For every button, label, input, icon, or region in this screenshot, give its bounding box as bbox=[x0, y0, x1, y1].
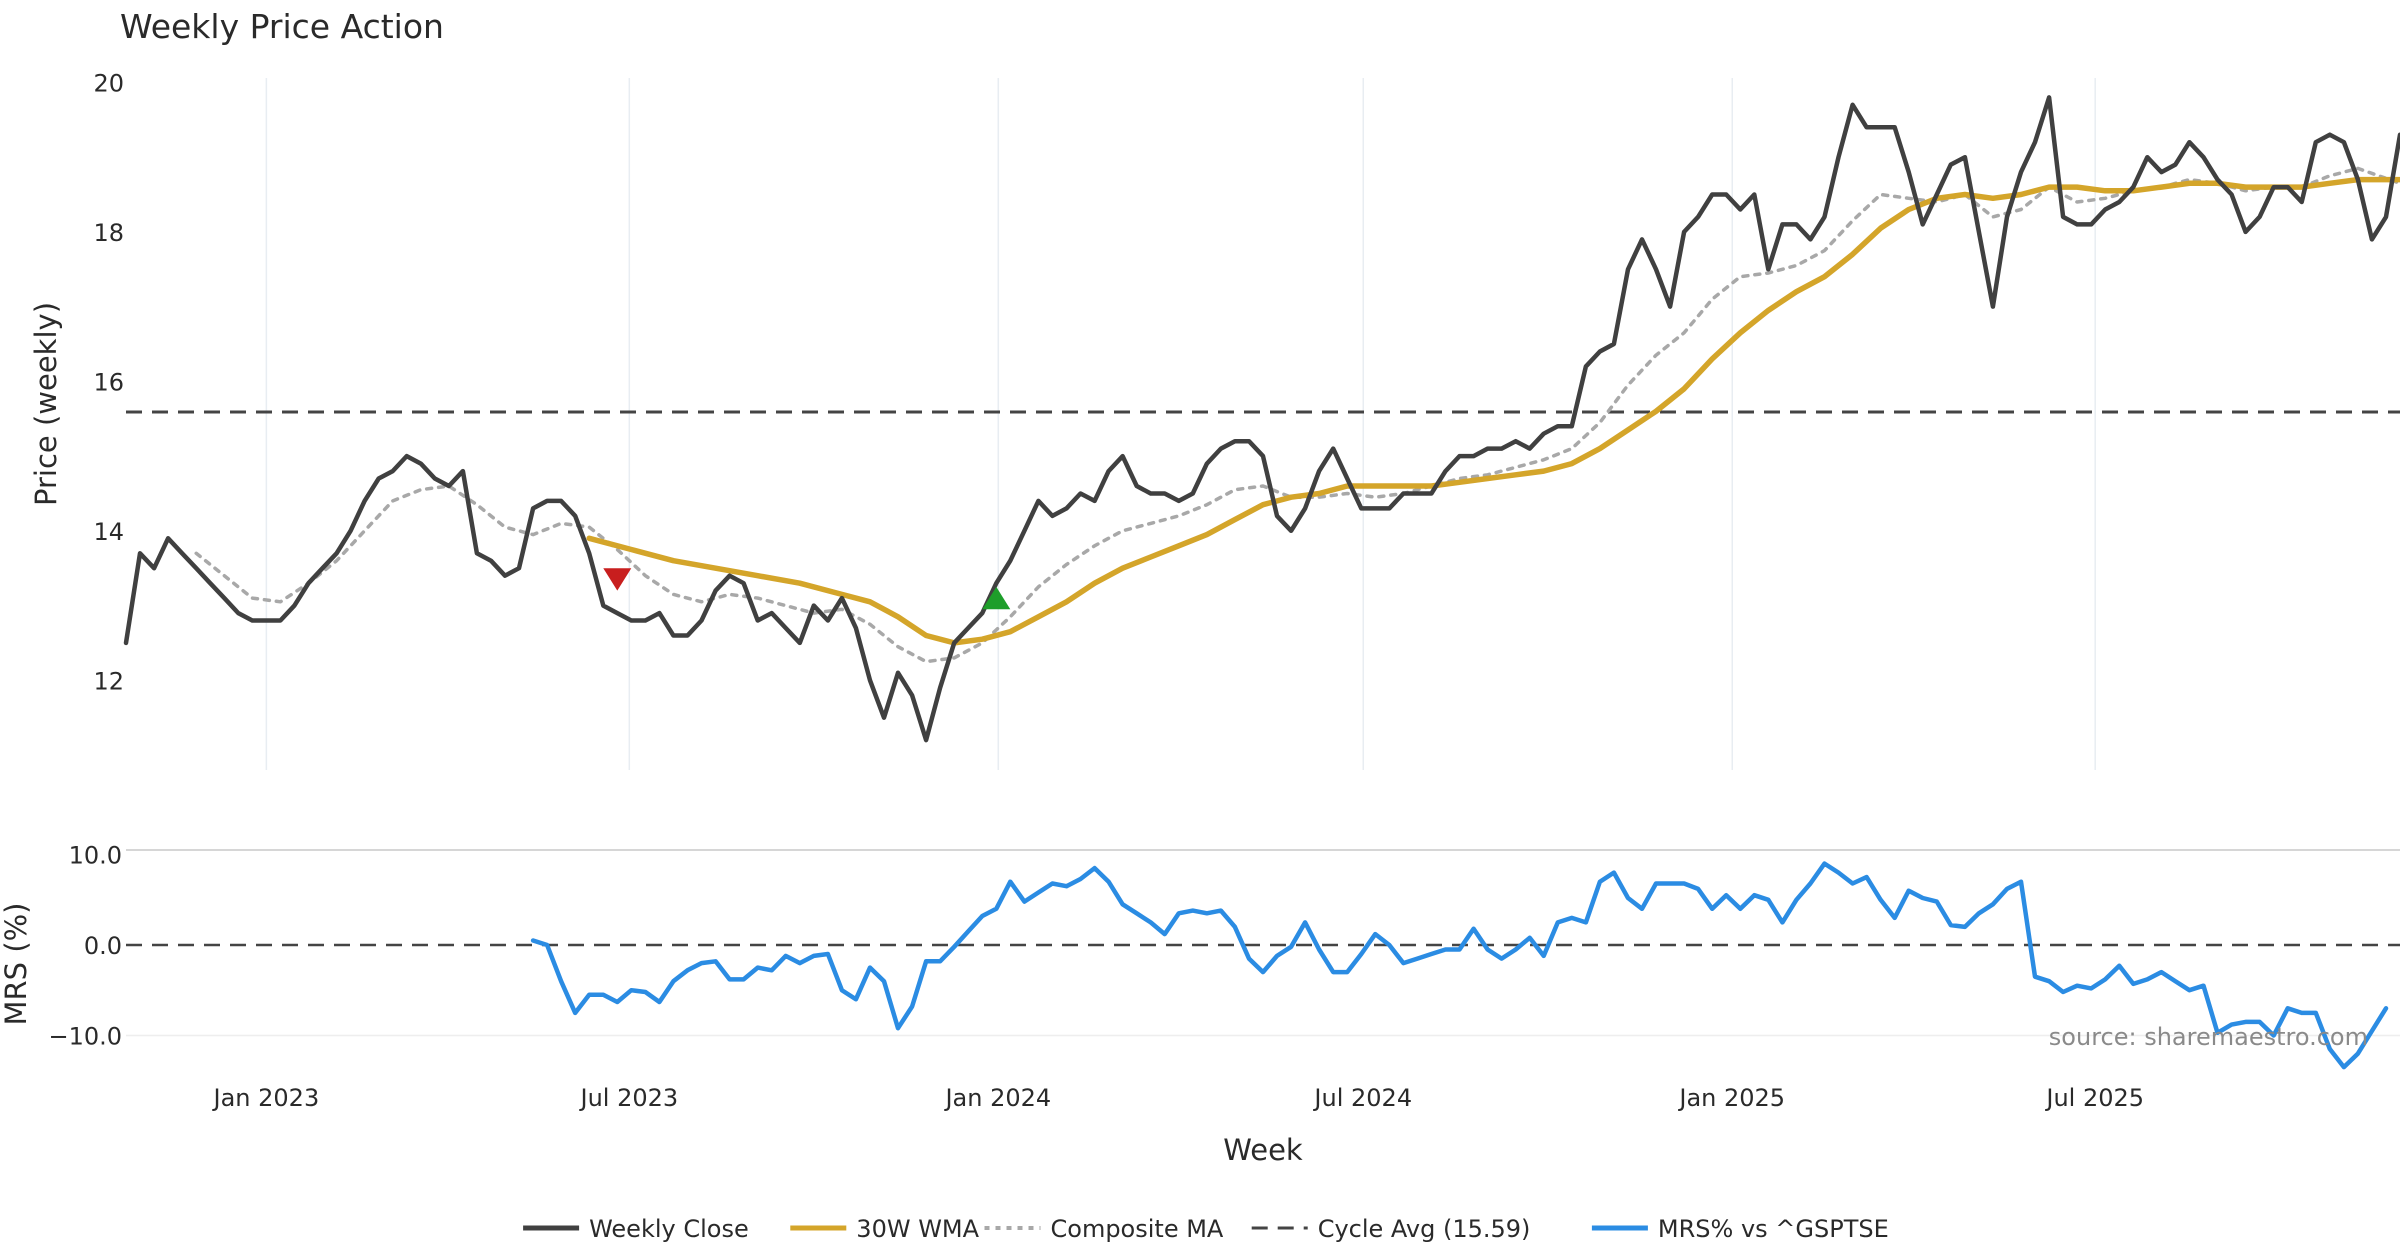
mrs-y-tick-label: −10.0 bbox=[48, 1022, 122, 1050]
legend-label: Weekly Close bbox=[589, 1215, 749, 1243]
legend-item: Weekly Close bbox=[523, 1215, 749, 1243]
sell-signal-marker bbox=[603, 568, 632, 591]
legend-item: Cycle Avg (15.59) bbox=[1251, 1215, 1531, 1243]
buy-signal-marker bbox=[982, 586, 1011, 610]
legend: Weekly Close 30W WMA Composite MA Cycle Avg… bbox=[523, 1215, 1889, 1243]
price-y-tick-label: 18 bbox=[93, 219, 124, 247]
legend-label: Composite MA bbox=[1051, 1215, 1224, 1243]
weekly-close-line bbox=[123, 95, 2400, 743]
legend-label: MRS% vs ^GSPTSE bbox=[1658, 1215, 1889, 1243]
x-tick-label: Jul 2025 bbox=[2044, 1084, 2144, 1112]
x-axis-title: Week bbox=[1223, 1133, 1303, 1167]
x-tick-label: Jan 2024 bbox=[943, 1084, 1051, 1112]
legend-item: Composite MA bbox=[984, 1215, 1224, 1243]
mrs-y-axis-title: MRS (%) bbox=[0, 903, 33, 1026]
x-tick-label: Jan 2023 bbox=[212, 1084, 320, 1112]
price-panel: 12 14 16 18 20 bbox=[93, 69, 2400, 770]
legend-item: MRS% vs ^GSPTSE bbox=[1591, 1215, 1889, 1243]
mrs-line bbox=[530, 861, 2389, 1070]
mrs-y-tick-label: 10.0 bbox=[69, 842, 122, 870]
composite-ma-line bbox=[194, 166, 2400, 664]
source-note: source: sharemaestro.com bbox=[2049, 1023, 2368, 1051]
price-y-tick-label: 14 bbox=[93, 518, 124, 546]
price-y-tick-label: 20 bbox=[93, 69, 124, 97]
x-tick-label: Jan 2025 bbox=[1677, 1084, 1785, 1112]
mrs-y-tick-label: 0.0 bbox=[84, 932, 122, 960]
price-y-tick-label: 12 bbox=[93, 667, 124, 695]
price-y-axis-title: Price (weekly) bbox=[29, 302, 63, 506]
mrs-panel: 10.0 0.0 −10.0 Jan 2023 Jul 2023 Jan 2024 Jul … bbox=[48, 842, 2400, 1112]
chart-title: Weekly Price Action bbox=[120, 7, 444, 46]
legend-item: 30W WMA bbox=[790, 1215, 980, 1243]
price-y-tick-label: 16 bbox=[93, 368, 124, 396]
x-tick-label: Jul 2023 bbox=[578, 1084, 678, 1112]
x-tick-label: Jul 2024 bbox=[1312, 1084, 1412, 1112]
30w-wma-line bbox=[586, 176, 2400, 646]
legend-label: 30W WMA bbox=[856, 1215, 979, 1243]
legend-label: Cycle Avg (15.59) bbox=[1318, 1215, 1531, 1243]
